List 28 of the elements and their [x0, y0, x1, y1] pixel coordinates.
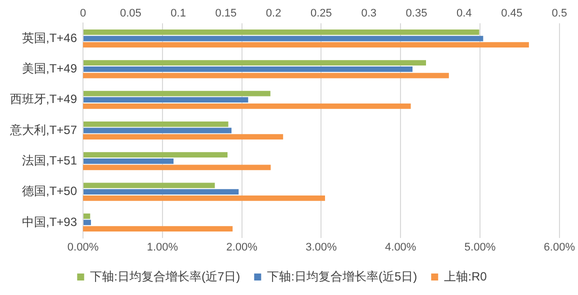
y-tick-label: 意大利,T+57 — [8, 122, 78, 137]
x2-tick-label: 0.25 — [310, 8, 332, 20]
legend-label: 上轴:R0 — [444, 269, 488, 284]
x-tick-label: 6.00% — [544, 241, 576, 254]
y-tick-label: 英国,T+46 — [22, 30, 78, 45]
x-tick-label: 3.00% — [306, 241, 338, 254]
x-tick-label: 1.00% — [146, 241, 178, 254]
legend-label: 下轴:日均复合增长率(近7日) — [90, 269, 240, 284]
x-tick-label: 4.00% — [385, 241, 416, 254]
x2-tick-label: 0.45 — [501, 8, 522, 20]
x-tick-label: 2.00% — [226, 241, 258, 254]
y-tick-label: 西班牙,T+49 — [10, 92, 78, 106]
x2-tick-label: 0.5 — [552, 8, 568, 20]
x2-tick-label: 0.05 — [120, 8, 142, 20]
x2-tick-label: 0.4 — [456, 8, 472, 20]
x2-tick-label: 0.1 — [170, 8, 186, 20]
y-tick-label: 美国,T+49 — [22, 62, 78, 76]
x2-tick-label: 0.2 — [266, 8, 282, 20]
x2-tick-label: 0.15 — [215, 8, 237, 20]
y-tick-label: 中国,T+93 — [22, 214, 78, 229]
x-tick-label: 5.00% — [464, 241, 496, 254]
x-tick-label: 0.00% — [67, 241, 99, 254]
y-tick-label: 法国,T+51 — [22, 153, 78, 168]
x2-tick-label: 0.35 — [406, 8, 428, 20]
y-tick-label: 德国,T+50 — [22, 184, 78, 198]
x2-tick-label: 0.3 — [361, 8, 376, 20]
legend-label: 下轴:日均复合增长率(近5日) — [267, 269, 418, 284]
x2-tick-label: 0 — [80, 8, 86, 20]
